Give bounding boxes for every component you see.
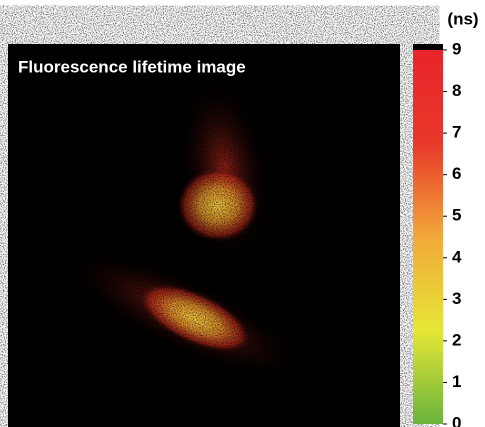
colorbar-unit: (ns) (447, 9, 478, 28)
tick-label: 8 (452, 81, 461, 100)
tick-label: 9 (452, 39, 461, 58)
tick-label: 5 (452, 206, 461, 225)
tick-label: 1 (452, 372, 461, 391)
tick-label: 3 (452, 289, 461, 308)
tick-label: 4 (452, 247, 462, 266)
tick-label: 2 (452, 330, 461, 349)
image-title: Fluorescence lifetime image (18, 57, 246, 76)
tick-label: 6 (452, 164, 461, 183)
tick-label: 0 (452, 413, 461, 427)
colorbar-fill (413, 50, 443, 424)
lifetime-image (8, 44, 400, 427)
colorbar-top (413, 44, 443, 50)
tick-label: 7 (452, 123, 461, 142)
